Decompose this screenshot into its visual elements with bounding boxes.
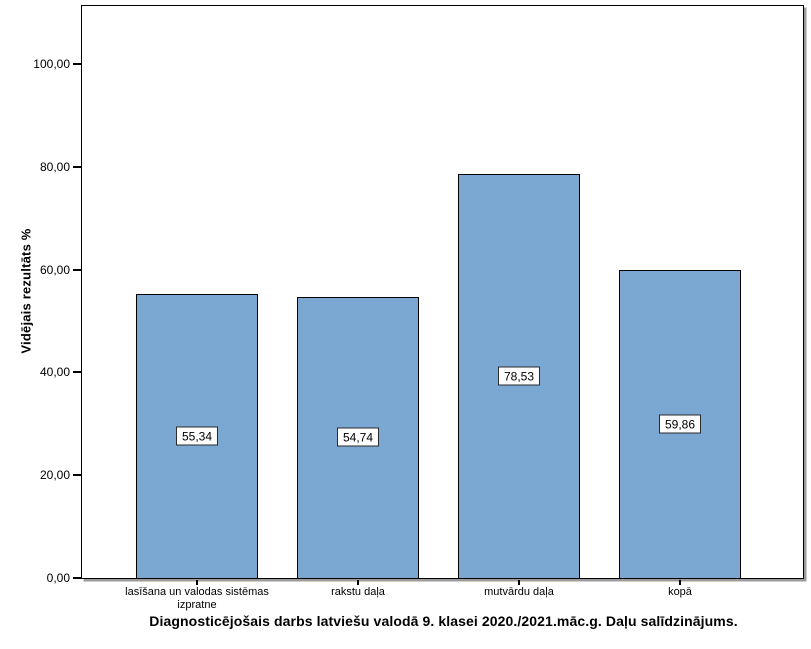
category-label: rakstu daļa bbox=[331, 586, 385, 598]
chart-title: Diagnosticējošais darbs latviešu valodā … bbox=[149, 613, 738, 629]
plot-area: 0,00 20,00 40,00 60,00 80,00 100,00 55,34 lasīš… bbox=[33, 5, 804, 611]
y-tick-mark bbox=[73, 63, 81, 66]
y-tick-mark bbox=[73, 474, 81, 477]
y-tick-label: 40,00 bbox=[39, 365, 70, 380]
y-tick-label: 80,00 bbox=[39, 159, 70, 174]
y-tick-label: 20,00 bbox=[39, 468, 70, 483]
y-tick-mark bbox=[73, 165, 81, 168]
bar-value-label: 59,86 bbox=[658, 414, 702, 434]
category-label: kopā bbox=[668, 586, 692, 598]
bar-value-label: 78,53 bbox=[497, 366, 541, 386]
x-tick-mark bbox=[679, 580, 681, 585]
category-label: mutvārdu daļa bbox=[484, 586, 554, 598]
bar-value-label: 55,34 bbox=[175, 426, 219, 446]
y-tick-mark bbox=[73, 577, 81, 579]
x-tick-mark bbox=[357, 580, 359, 585]
y-tick-label: 60,00 bbox=[39, 262, 70, 277]
y-tick-mark bbox=[73, 268, 81, 271]
y-tick-label: 0,00 bbox=[46, 571, 70, 585]
x-tick-mark bbox=[196, 580, 198, 585]
bar-value-label: 54,74 bbox=[336, 427, 380, 447]
y-tick-label: 100,00 bbox=[33, 57, 70, 72]
y-axis-label: Vidējais rezultāts % bbox=[18, 228, 34, 354]
y-tick-mark bbox=[73, 371, 81, 374]
category-label: lasīšana un valodas sistēmas izpratne bbox=[125, 586, 269, 611]
x-tick-mark bbox=[518, 580, 520, 585]
